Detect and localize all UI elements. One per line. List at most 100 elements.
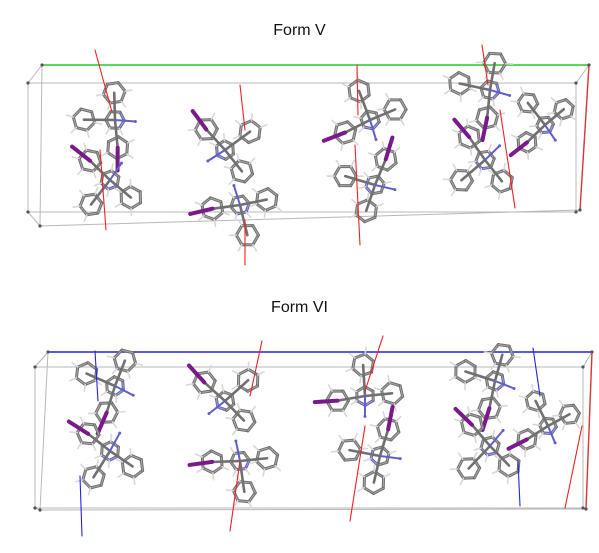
ring-bond-highlight (130, 202, 141, 209)
c-h-bond (331, 119, 338, 126)
ring-bond-highlight (140, 459, 144, 472)
c-h-bond (93, 121, 103, 125)
c-h-bond (110, 163, 114, 172)
ring-bond-highlight (492, 91, 500, 100)
ring-bond-highlight (367, 83, 370, 96)
ring-bond-highlight (449, 179, 456, 190)
form-vi-packing-diagram (33, 335, 594, 537)
ring-bond-highlight (233, 178, 246, 183)
c-h-bond (185, 383, 195, 386)
n-atom (553, 441, 557, 445)
n-atom (232, 184, 236, 188)
c-h-bond (503, 162, 506, 172)
linker-bond (467, 135, 487, 162)
ring-bond-highlight (106, 376, 115, 383)
ring-bond-highlight (85, 149, 98, 153)
ring-bond-highlight (492, 397, 501, 408)
ring-bond-highlight (542, 393, 546, 405)
ring-bond-highlight (94, 193, 103, 204)
ring-bond-highlight (79, 205, 88, 216)
cell-edge (582, 351, 593, 368)
c-h-bond (71, 156, 80, 160)
c-h-bond (558, 399, 565, 408)
c-h-bond (221, 384, 225, 393)
n-h-bond (109, 432, 121, 452)
c-h-bond (450, 188, 457, 197)
ring-bond-highlight (350, 166, 357, 177)
ring-bond-highlight (127, 362, 137, 372)
n-atom (234, 439, 238, 443)
linker-bond (336, 394, 367, 402)
iodine-bond (188, 206, 215, 216)
c-h-bond (232, 135, 241, 140)
linker-bond (525, 424, 550, 441)
linker-bond (89, 178, 112, 206)
c-h-bond (443, 88, 452, 95)
ring-bond-highlight (94, 424, 100, 436)
linker-bond (378, 428, 390, 458)
ring-bond-highlight (357, 79, 369, 85)
ring-bond-highlight (509, 454, 520, 462)
c-h-bond (94, 454, 103, 459)
ring-bond-highlight (498, 469, 509, 477)
c-h-bond (134, 362, 144, 366)
ring-bond-highlight (106, 82, 119, 85)
linker-bond (223, 130, 252, 152)
cell-corner (590, 350, 594, 354)
c-h-bond (368, 152, 377, 157)
c-h-bond (335, 159, 341, 168)
ring-bond-highlight (230, 461, 237, 471)
c-h-bond (481, 386, 489, 393)
c-h-bond (111, 421, 118, 429)
c-h-bond (348, 352, 356, 359)
ring-bond-highlight (500, 53, 507, 65)
c-h-bond (251, 187, 259, 194)
c-h-bond (531, 383, 535, 393)
ring-bond-highlight (477, 399, 483, 411)
ring-bond-highlight (553, 102, 557, 113)
c-h-bond (535, 145, 543, 151)
short-contact-line (79, 475, 83, 537)
ring-bond-highlight (257, 188, 269, 194)
c-h-bond (72, 205, 81, 208)
c-h-bond (253, 445, 260, 452)
c-h-bond (86, 129, 90, 138)
c-h-bond (512, 355, 521, 359)
ring-bond-highlight (563, 404, 575, 407)
short-contact-line (239, 84, 246, 131)
molecule-icon (442, 117, 514, 200)
c-h-bond (93, 182, 103, 187)
ring-bond-highlight (344, 458, 357, 461)
n-h-bond (489, 429, 505, 447)
c-h-bond (229, 446, 236, 455)
ring-bond-highlight (390, 431, 400, 441)
ring-bond-highlight (252, 225, 259, 236)
c-h-bond (522, 406, 530, 414)
c-h-bond (209, 142, 218, 147)
ring-bond-highlight (244, 173, 254, 183)
ring-bond-highlight (250, 411, 256, 423)
c-h-bond (388, 450, 397, 455)
cell-corner (574, 81, 578, 85)
ring-bond-highlight (97, 202, 103, 214)
ring-bond-highlight (363, 126, 374, 130)
ring-bond-highlight (239, 124, 242, 137)
ring-bond-highlight (364, 399, 374, 406)
n-atom (207, 412, 211, 416)
ring-bond-highlight (334, 124, 338, 137)
molecule-icon (506, 383, 581, 458)
c-h-bond (249, 203, 258, 208)
ring-bond-highlight (481, 166, 492, 170)
ring-bond-highlight (352, 368, 362, 377)
ring-bond-highlight (494, 114, 499, 127)
c-h-bond (343, 96, 352, 103)
c-h-bond (505, 364, 510, 373)
c-h-bond (551, 414, 561, 417)
ring-bond-highlight (454, 188, 467, 191)
c-h-bond (228, 191, 235, 199)
c-h-bond (115, 458, 124, 463)
ring-bond-highlight (252, 234, 259, 246)
ring-bond-highlight (517, 433, 520, 444)
c-h-bond (561, 422, 567, 431)
ring-bond-highlight (75, 127, 88, 131)
